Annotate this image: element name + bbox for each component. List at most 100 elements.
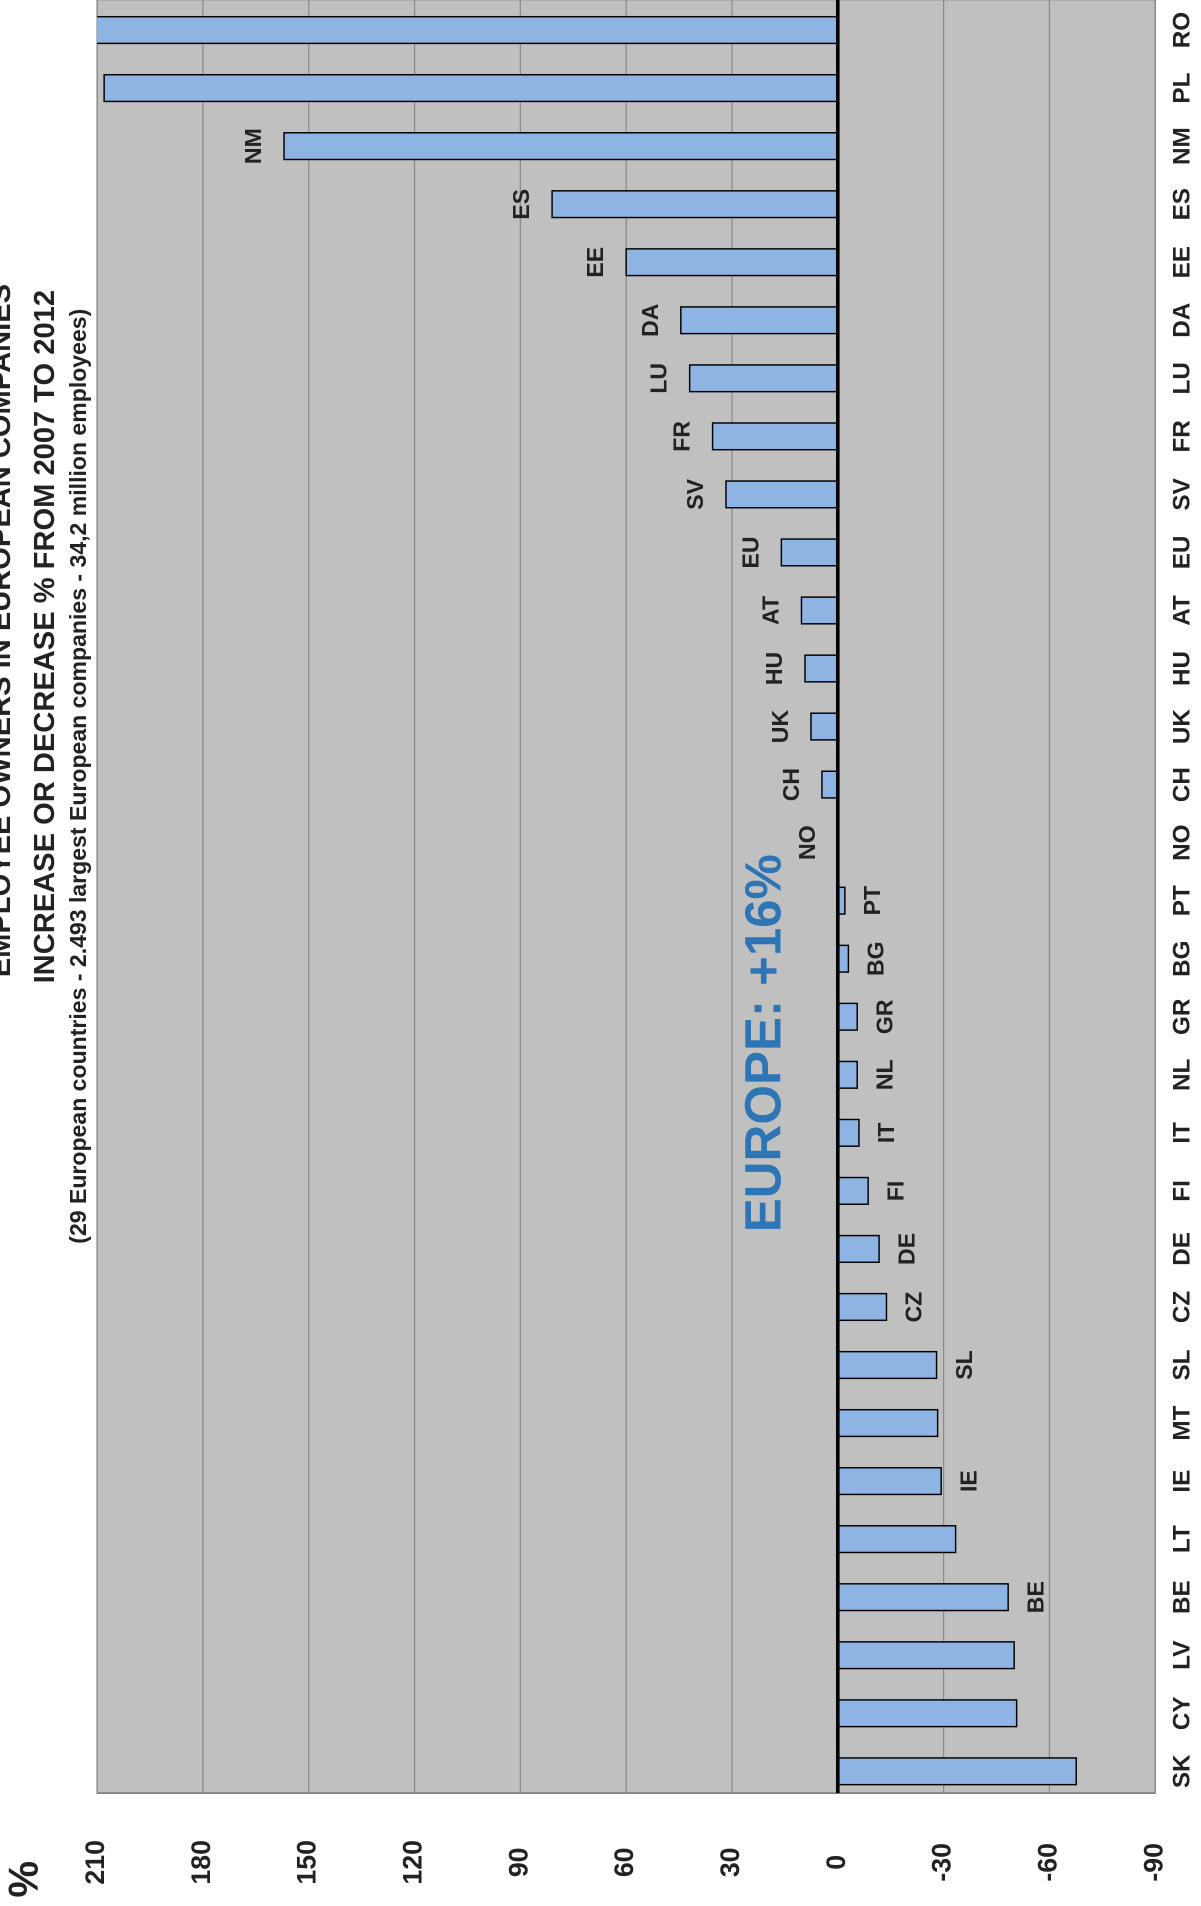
bar (804, 654, 839, 683)
bar-label: FR (669, 421, 695, 452)
bar-label: BE (1022, 1581, 1048, 1613)
bar (551, 190, 839, 219)
bar-label: IT (873, 1123, 899, 1143)
bar-label: NO (794, 825, 820, 860)
x-tick-label: LV (1169, 1640, 1196, 1670)
x-tick-label: AT (1169, 595, 1196, 626)
x-tick-label: PL (1169, 72, 1196, 103)
bar (837, 1002, 858, 1031)
bar (837, 1583, 1009, 1612)
bar-label: SV (682, 478, 708, 509)
bar (837, 1699, 1018, 1728)
x-tick-label: DE (1169, 1232, 1196, 1266)
bar-label: FI (882, 1181, 908, 1201)
x-tick-label: NM (1169, 127, 1196, 165)
bar (688, 364, 839, 393)
y-tick-label: 60 (609, 1847, 639, 1877)
y-tick-label: 0 (821, 1855, 851, 1870)
x-tick-label: IE (1169, 1470, 1196, 1493)
y-tick-label: 90 (503, 1847, 533, 1877)
x-tick-label: SV (1169, 477, 1196, 510)
y-tick-label: -30 (927, 1843, 957, 1882)
x-tick-label: NO (1169, 824, 1196, 860)
bar (837, 1408, 939, 1438)
bar-label: DA (637, 303, 663, 337)
y-tick-label: -60 (1032, 1843, 1062, 1882)
x-tick-label: SK (1169, 1754, 1196, 1788)
bar-label: LU (646, 363, 672, 394)
bar (821, 770, 839, 799)
y-tick-label: 150 (292, 1840, 322, 1885)
annotation: EUROPE: +16% (734, 854, 791, 1232)
bar (103, 74, 839, 103)
bar-label: SL (951, 1350, 977, 1379)
bar (810, 712, 839, 741)
bar-label: EE (582, 247, 608, 278)
chart-subtitle: INCREASE OR DECREASE % FROM 2007 TO 2012 (29, 290, 61, 983)
bar (837, 1234, 880, 1264)
y-tick-label: 30 (715, 1847, 745, 1877)
axis-label: % (1, 1861, 47, 1898)
y-tick-label: -90 (1138, 1843, 1168, 1882)
bar-label: AT (757, 596, 783, 625)
x-tick-label: LU (1169, 362, 1196, 394)
bar (283, 132, 839, 161)
x-tick-label: IT (1169, 1122, 1196, 1144)
bar-label: ES (508, 189, 534, 220)
bar-label: CZ (901, 1292, 927, 1323)
bar (837, 1292, 888, 1322)
bar (837, 1118, 860, 1147)
bar-label: NM (240, 128, 266, 164)
bar-label: IE (955, 1470, 981, 1492)
bar (97, 15, 839, 45)
bar-label: CH (778, 768, 804, 801)
x-tick-label: FI (1169, 1180, 1196, 1202)
x-tick-label: HU (1169, 651, 1196, 686)
bar (837, 1757, 1077, 1786)
x-tick-label: RO (1169, 12, 1196, 48)
bar (780, 538, 839, 567)
y-tick-label: 180 (186, 1840, 216, 1885)
y-tick-label: 210 (80, 1840, 110, 1885)
bar-label: GR (871, 999, 897, 1034)
x-tick-label: CH (1169, 767, 1196, 802)
bar (837, 1525, 957, 1554)
bar (800, 596, 839, 625)
bar-label: PT (859, 886, 885, 915)
x-tick-label: BE (1169, 1580, 1196, 1614)
y-tick-label: 120 (398, 1840, 428, 1885)
x-tick-label: ES (1169, 188, 1196, 220)
bar (837, 1467, 942, 1496)
bar (680, 306, 839, 335)
bar (625, 248, 839, 277)
x-tick-label: FR (1169, 420, 1196, 453)
x-tick-label: GR (1169, 998, 1196, 1035)
bar-label: DE (893, 1233, 919, 1265)
bar (711, 422, 839, 451)
x-tick-label: PT (1169, 885, 1196, 916)
x-tick-label: EE (1169, 246, 1196, 278)
bar-label: BG (863, 941, 889, 976)
bar-label: EU (737, 536, 763, 568)
bar (837, 1176, 869, 1205)
x-tick-label: CY (1169, 1696, 1196, 1730)
chart-title: EMPLOYEE OWNERS IN EUROPEAN COMPANIES (0, 284, 17, 977)
bar-label: UK (767, 710, 793, 744)
x-tick-label: SL (1169, 1349, 1196, 1380)
bar (837, 1641, 1015, 1670)
x-tick-label: MT (1169, 1405, 1196, 1440)
bar-label: NL (871, 1059, 897, 1090)
bar (837, 1350, 938, 1380)
x-tick-label: EU (1169, 536, 1196, 570)
bar-label: HU (761, 652, 787, 685)
x-tick-label: BG (1169, 941, 1196, 977)
x-tick-label: DA (1169, 303, 1196, 338)
x-tick-label: CZ (1169, 1291, 1196, 1324)
x-tick-label: LT (1169, 1525, 1196, 1553)
chart-note: (29 European countries - 2.493 largest E… (65, 309, 91, 1244)
bar (725, 480, 839, 509)
x-tick-label: UK (1169, 709, 1196, 745)
bar (837, 1060, 858, 1089)
